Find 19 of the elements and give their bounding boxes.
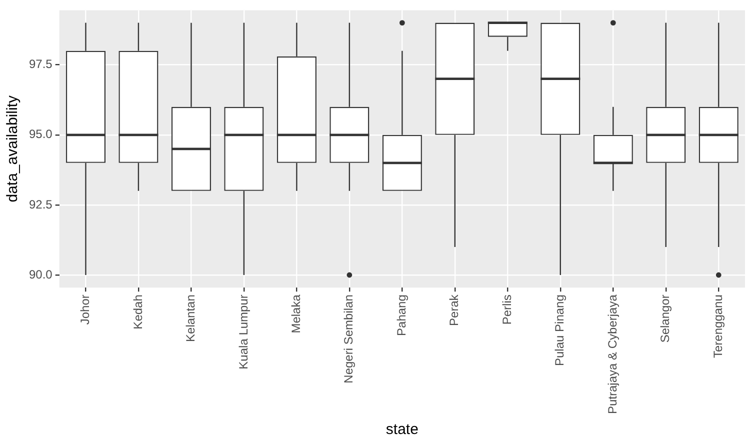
x-tick-label: Terengganu [710,294,725,358]
x-axis-title: state [386,421,418,438]
x-tick-label: Putrajaya & Cyberjaya [605,294,620,414]
y-tick-label: 90.0 [28,267,53,282]
x-tick-label: Kuala Lumpur [236,294,250,370]
x-tick-label: Melaka [289,294,304,334]
y-tick-label: 92.5 [28,197,53,212]
x-tick-label: Kelantan [184,294,198,342]
x-tick-label: Kedah [130,294,145,330]
y-axis-title: data_availability [4,95,22,202]
x-tick-label: Johor [78,294,92,325]
x-tick-label: Negeri Sembilan [342,294,356,384]
y-tick-label: 97.5 [28,57,53,72]
y-tick-label: 95.0 [28,127,53,142]
x-tick-label: Perlis [500,294,514,325]
x-tick-label: Selangor [658,294,672,343]
x-tick-label: Pulau Pinang [552,294,567,366]
x-tick-label: Perak [447,294,462,326]
x-tick-label: Pahang [394,294,408,336]
